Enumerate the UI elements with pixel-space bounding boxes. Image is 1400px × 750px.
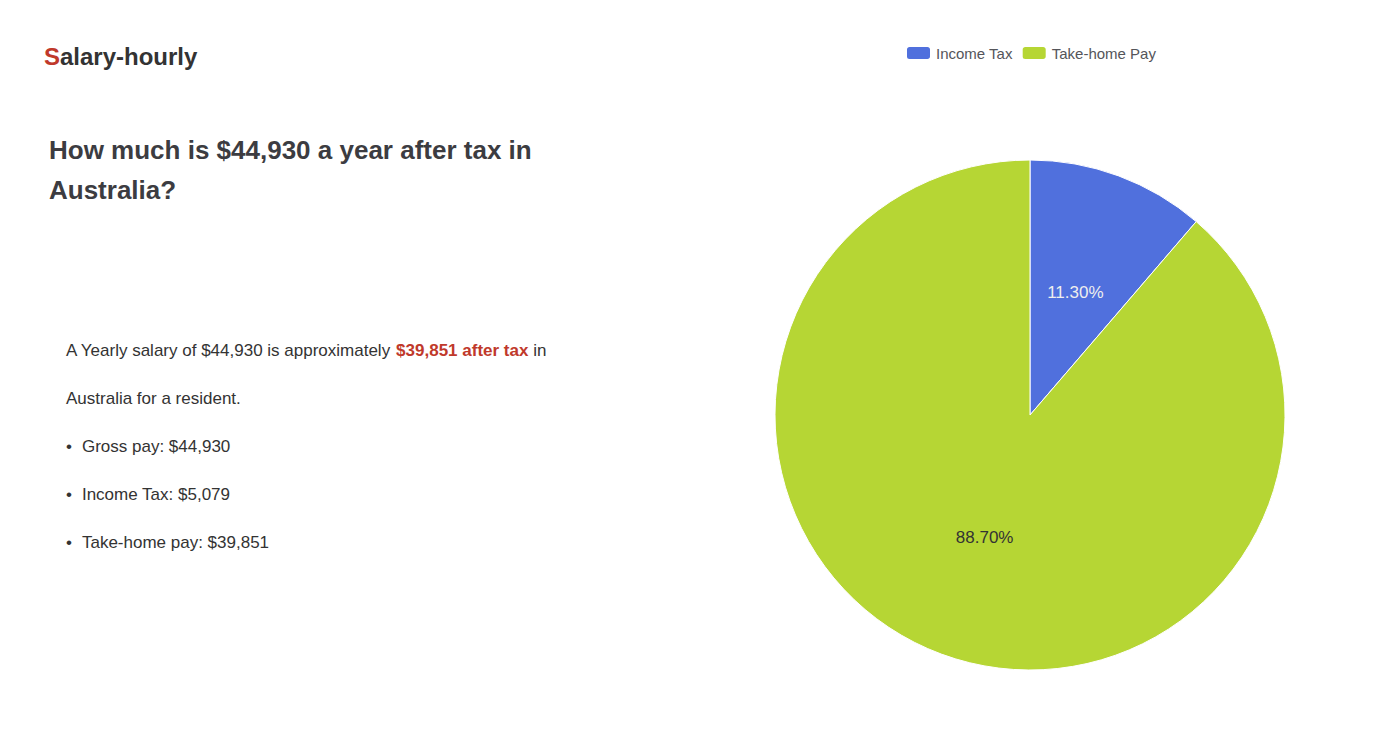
svg-text:Take-home Pay: Take-home Pay <box>1052 45 1157 62</box>
svg-text:88.70%: 88.70% <box>956 528 1014 547</box>
svg-text:$39,851 after tax: $39,851 after tax <box>396 341 529 360</box>
svg-text:11.30%: 11.30% <box>1047 283 1103 302</box>
svg-text:Australia for a resident.: Australia for a resident. <box>66 389 241 408</box>
svg-text:Income Tax: Income Tax <box>936 45 1013 62</box>
svg-text:Income Tax: $5,079: Income Tax: $5,079 <box>82 485 230 504</box>
svg-text:S: S <box>44 43 60 70</box>
svg-text:Australia?: Australia? <box>49 175 176 205</box>
svg-text:Gross pay: $44,930: Gross pay: $44,930 <box>82 437 230 456</box>
svg-text:Take-home pay: $39,851: Take-home pay: $39,851 <box>82 533 269 552</box>
svg-text:alary-hourly: alary-hourly <box>60 43 198 70</box>
svg-text:•: • <box>66 437 72 456</box>
svg-text:in: in <box>528 341 546 360</box>
svg-text:A Yearly salary of $44,930 is: A Yearly salary of $44,930 is approximat… <box>66 341 395 360</box>
svg-text:•: • <box>66 533 72 552</box>
svg-text:How much is $44,930 a year aft: How much is $44,930 a year after tax in <box>49 135 532 165</box>
svg-text:•: • <box>66 485 72 504</box>
